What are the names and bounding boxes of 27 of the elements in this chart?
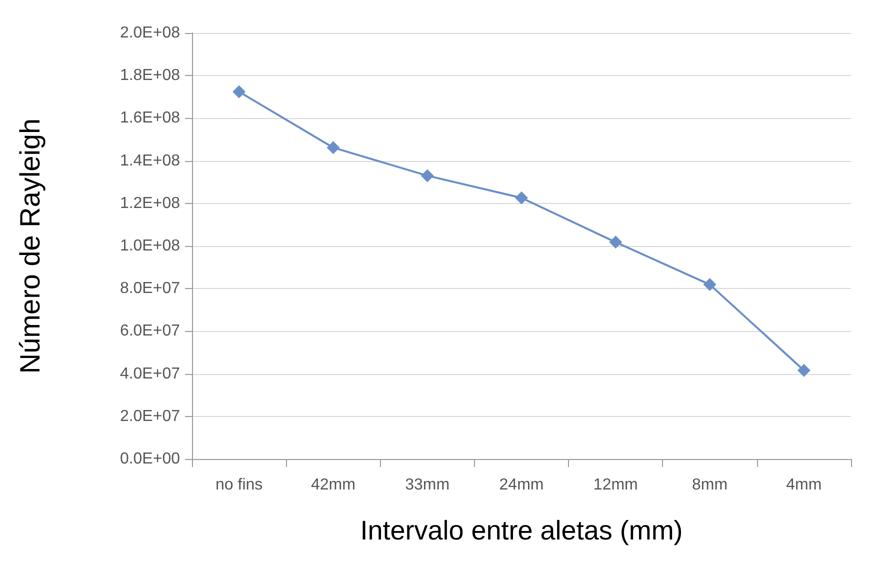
y-tick-label: 2.0E+07 — [120, 408, 180, 425]
x-tick-label: 42mm — [310, 476, 356, 494]
point — [420, 169, 434, 182]
point — [515, 191, 528, 204]
y-tick-label: 4.0E+07 — [120, 365, 180, 382]
x-tick-label: 33mm — [405, 476, 450, 494]
point — [703, 278, 716, 292]
x-tick-label: 8mm — [692, 476, 728, 494]
y-tick-label: 1.6E+08 — [120, 110, 180, 127]
x-tick-label: no fins — [216, 476, 263, 494]
x-axis-title: Intervalo entre aletas (mm) — [360, 516, 683, 546]
x-tick-label: 12mm — [593, 476, 638, 494]
y-axis-title: Número de Rayleigh — [14, 118, 46, 374]
point — [326, 141, 340, 154]
point — [232, 85, 246, 98]
y-tick-label: 1.4E+08 — [120, 152, 180, 170]
y-tick-label: 8.0E+07 — [120, 280, 180, 298]
point — [797, 364, 810, 377]
y-tick-label: 1.8E+08 — [120, 67, 180, 84]
x-tick-label: 24mm — [499, 476, 544, 494]
y-tick-label: 1.2E+08 — [120, 194, 180, 212]
y-tick-label: 1.0E+08 — [120, 238, 180, 254]
y-tick-label: 6.0E+07 — [120, 322, 180, 340]
point — [609, 236, 622, 249]
x-tick-label: 4mm — [786, 476, 822, 494]
y-tick-label: 0.0E+00 — [120, 450, 180, 468]
y-tick-label: 2.0E+08 — [120, 24, 180, 42]
